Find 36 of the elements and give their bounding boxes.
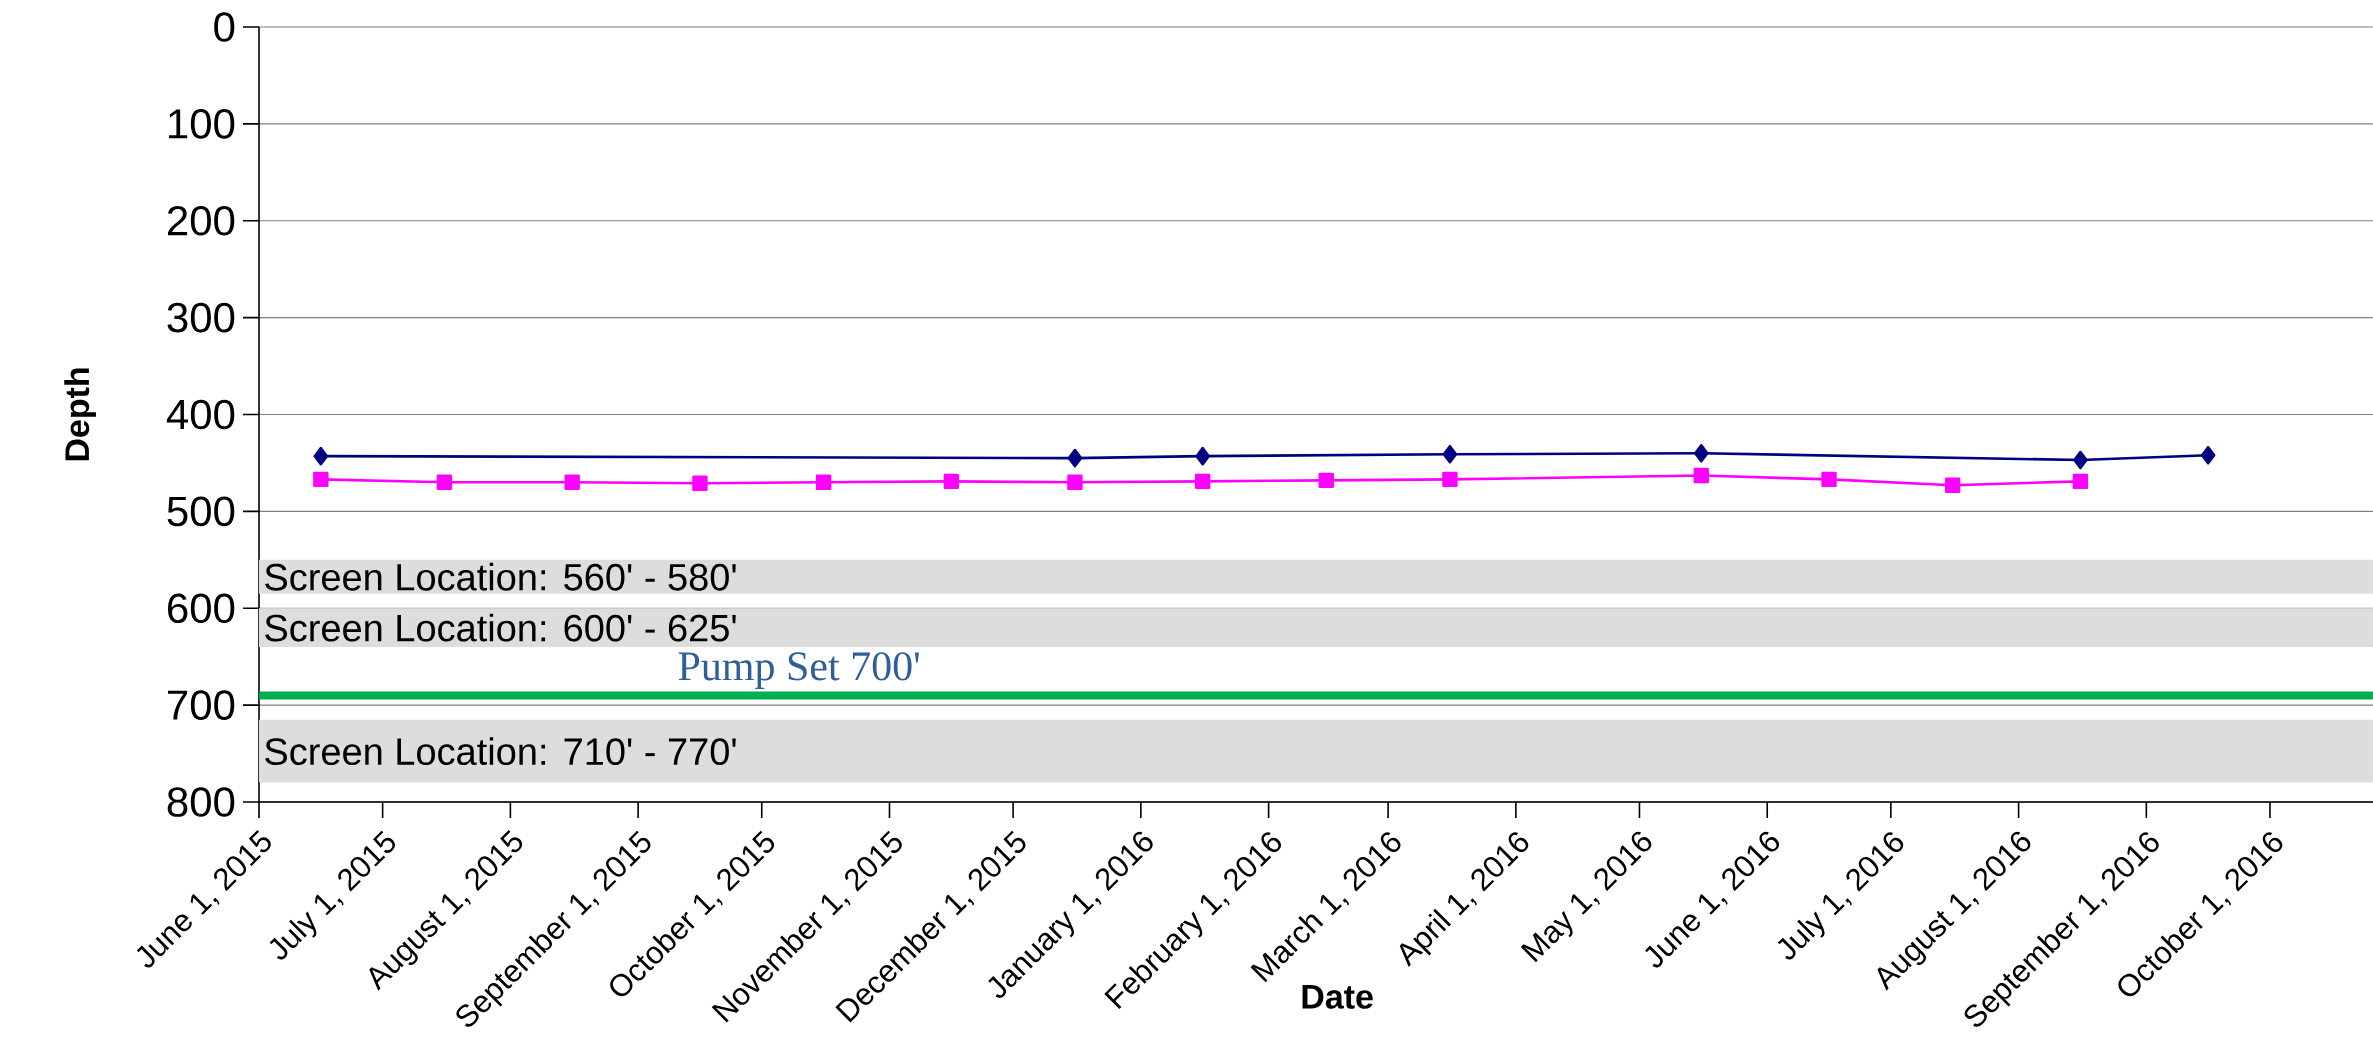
point bbox=[313, 446, 329, 466]
ref-line-label: Pump Set 700' bbox=[678, 652, 919, 690]
point bbox=[2072, 473, 2089, 490]
point bbox=[564, 474, 580, 491]
point bbox=[2200, 445, 2216, 465]
y-tick-label: 300 bbox=[167, 302, 235, 333]
point bbox=[1693, 467, 1709, 484]
point bbox=[1195, 446, 1210, 466]
y-tick-label: 700 bbox=[168, 690, 235, 720]
point bbox=[815, 474, 832, 491]
y-tick-label: 0 bbox=[214, 12, 235, 42]
y-tick-label: 800 bbox=[167, 787, 235, 817]
point bbox=[1318, 472, 1334, 489]
y-tick-label: 600 bbox=[168, 593, 235, 624]
point bbox=[1194, 473, 1211, 490]
point bbox=[1944, 477, 1961, 493]
y-tick-label: 500 bbox=[167, 496, 235, 527]
band-label: Screen Location: 710' - 770' bbox=[265, 737, 736, 766]
band-label: Screen Location: 600' - 625' bbox=[265, 613, 736, 642]
point bbox=[1693, 443, 1709, 463]
point bbox=[436, 474, 453, 491]
point bbox=[1067, 474, 1083, 491]
y-tick-label: 100 bbox=[169, 109, 235, 139]
y-axis-title: Depth bbox=[64, 368, 96, 461]
band-label: Screen Location: 560' - 580' bbox=[265, 562, 736, 591]
point bbox=[692, 475, 708, 491]
point bbox=[943, 473, 959, 490]
point bbox=[1442, 471, 1458, 488]
y-tick-label: 400 bbox=[166, 399, 235, 430]
y-tick-label: 200 bbox=[167, 205, 235, 236]
point bbox=[1067, 448, 1083, 468]
point bbox=[1821, 471, 1837, 488]
point bbox=[1442, 444, 1458, 464]
point bbox=[313, 471, 329, 488]
point bbox=[2073, 450, 2088, 470]
x-axis-title: Date bbox=[1302, 985, 1373, 1009]
